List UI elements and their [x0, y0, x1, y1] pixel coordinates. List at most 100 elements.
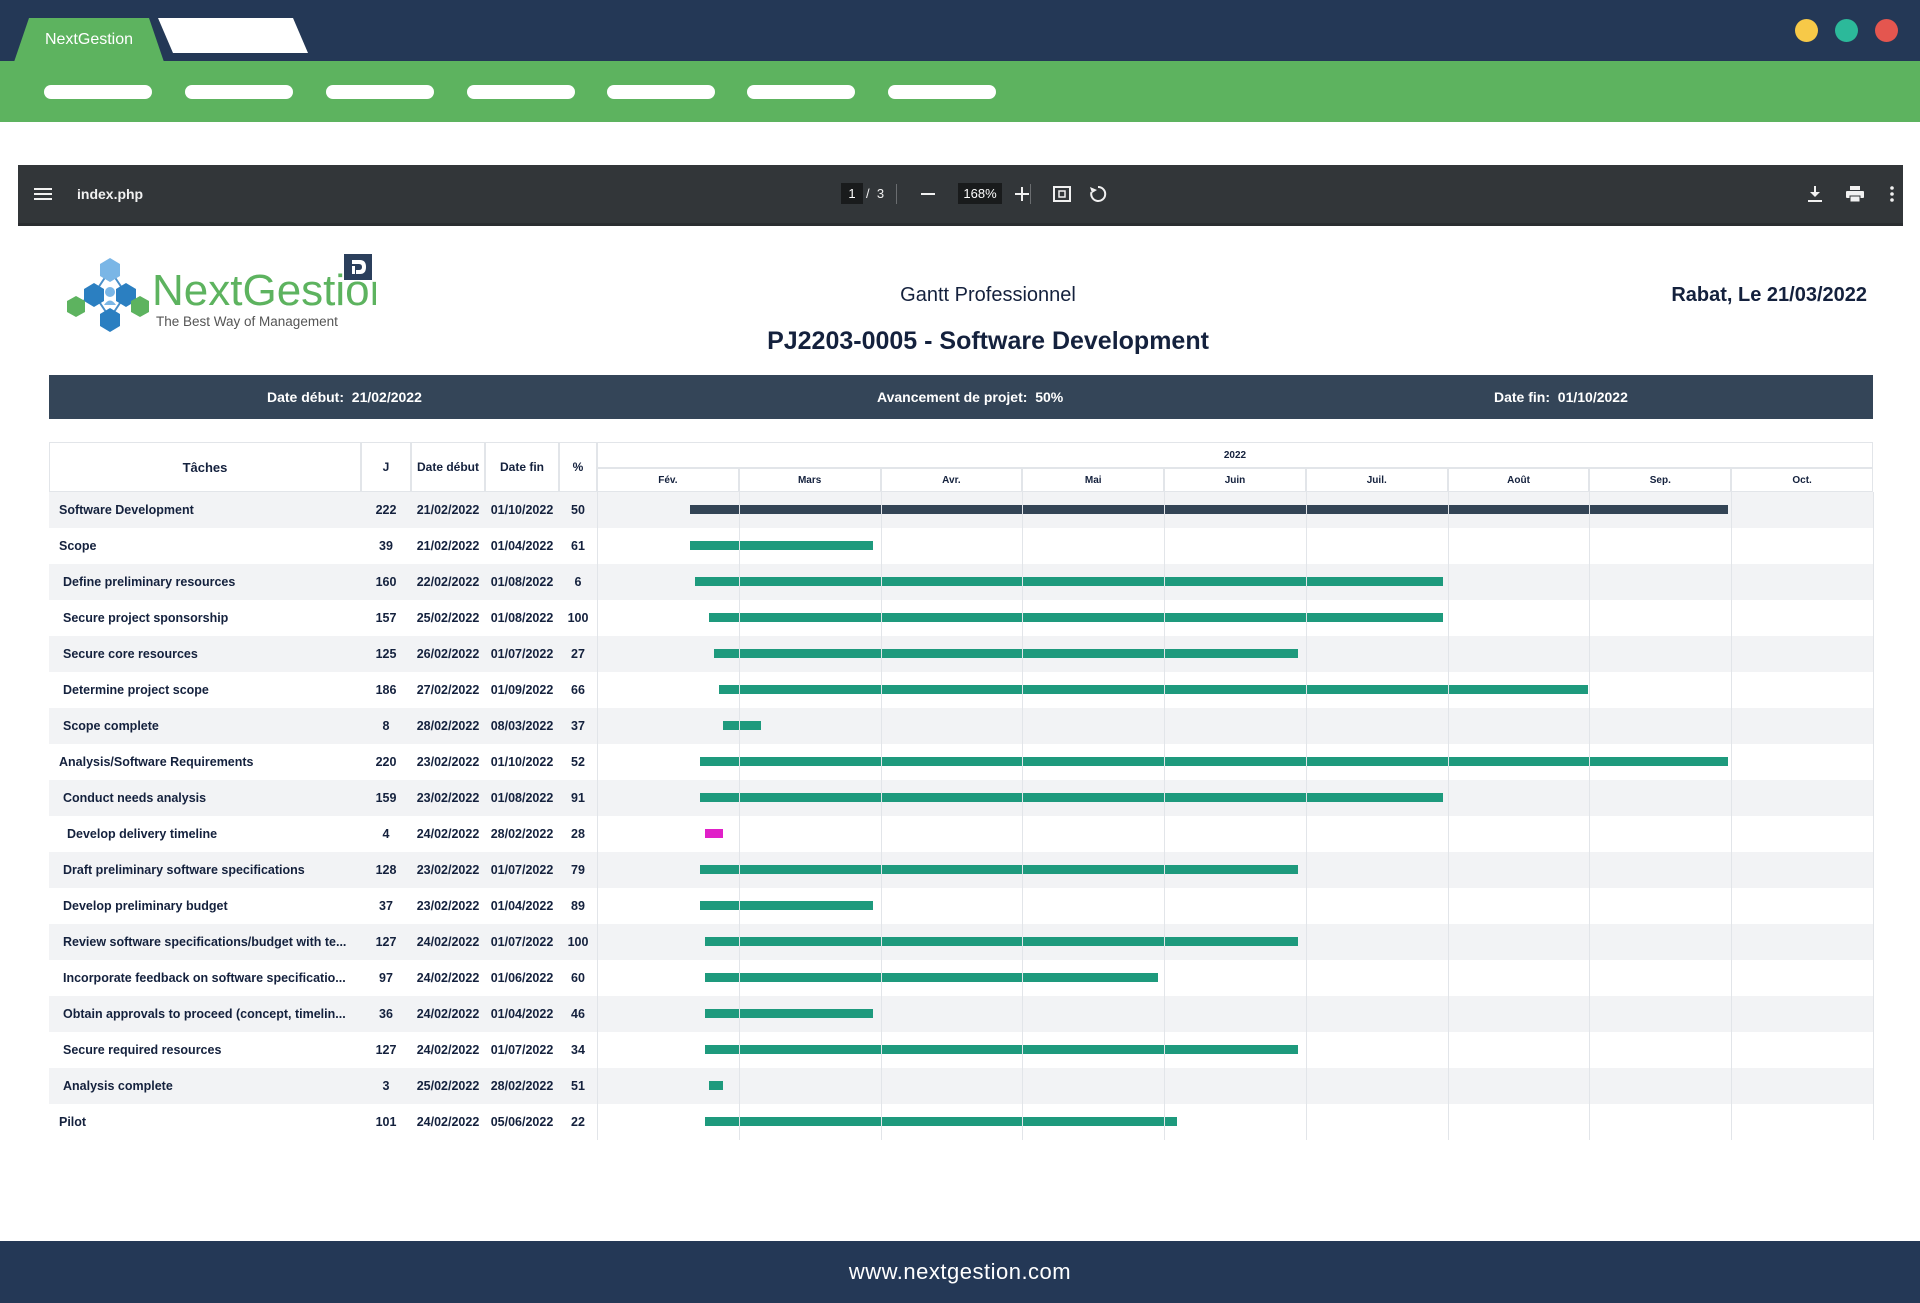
gantt-task-row[interactable]: Develop preliminary budget 37 23/02/2022 01…: [49, 888, 1873, 924]
timeline-grid-line: [1305, 492, 1307, 1140]
gantt-task-row[interactable]: Secure required resources 127 24/02/2022 01…: [49, 1032, 1873, 1068]
browser-tab-active[interactable]: NextGestion: [14, 18, 164, 62]
gantt-task-bar[interactable]: [699, 865, 1299, 874]
gantt-task-row[interactable]: Develop delivery timeline 4 24/02/2022 28/0…: [49, 816, 1873, 852]
gantt-task-row[interactable]: Analysis complete 3 25/02/2022 28/02/2022 51: [49, 1068, 1873, 1104]
fit-page-icon[interactable]: [1049, 165, 1075, 223]
nav-item-placeholder[interactable]: [467, 85, 575, 99]
task-start-date: 21/02/2022: [416, 503, 480, 517]
print-icon[interactable]: [1842, 165, 1868, 223]
nav-item-placeholder[interactable]: [185, 85, 293, 99]
window-close-button[interactable]: [1875, 19, 1898, 42]
task-start-date: 24/02/2022: [416, 935, 480, 949]
column-header-start: Date début: [411, 442, 485, 492]
task-start-date: 23/02/2022: [416, 791, 480, 805]
document-date: Rabat, Le 21/03/2022: [1671, 284, 1867, 306]
task-start-date: 24/02/2022: [416, 827, 480, 841]
gantt-task-row[interactable]: Determine project scope 186 27/02/2022 01/0…: [49, 672, 1873, 708]
zoom-out-icon[interactable]: [918, 165, 938, 223]
task-start-date: 24/02/2022: [416, 1007, 480, 1021]
gantt-task-bar[interactable]: [704, 937, 1299, 946]
gantt-task-row[interactable]: Incorporate feedback on software specifi…: [49, 960, 1873, 996]
gantt-task-row[interactable]: Scope 39 21/02/2022 01/04/2022 61: [49, 528, 1873, 564]
task-duration: 3: [382, 1079, 390, 1093]
task-progress: 27: [571, 647, 585, 661]
task-progress: 37: [571, 719, 585, 733]
gantt-task-bar[interactable]: [718, 685, 1588, 694]
task-end-date: 01/09/2022: [490, 683, 554, 697]
gantt-task-bar[interactable]: [690, 541, 873, 550]
gantt-task-row[interactable]: Review software specifications/budget wi…: [49, 924, 1873, 960]
task-name: Analysis/Software Requirements: [59, 755, 254, 769]
timeline-month: Mars: [738, 468, 881, 492]
gantt-task-bar[interactable]: [723, 721, 761, 730]
pdf-viewer-toolbar: index.php 1 / 3 168%: [18, 165, 1903, 226]
logo-tagline-text: The Best Way of Management: [156, 314, 338, 329]
gantt-task-row[interactable]: Define preliminary resources 160 22/02/202…: [49, 564, 1873, 600]
task-progress: 79: [571, 863, 585, 877]
nav-item-placeholder[interactable]: [888, 85, 996, 99]
gantt-task-row[interactable]: Secure project sponsorship 157 25/02/2022 0…: [49, 600, 1873, 636]
gantt-task-bar[interactable]: [699, 901, 873, 910]
gantt-task-row[interactable]: Conduct needs analysis 159 23/02/2022 01/08…: [49, 780, 1873, 816]
task-duration: 37: [379, 899, 393, 913]
task-start-date: 23/02/2022: [416, 863, 480, 877]
window-maximize-button[interactable]: [1835, 19, 1858, 42]
gantt-task-bar[interactable]: [704, 1045, 1299, 1054]
zoom-in-icon[interactable]: [1008, 165, 1036, 223]
nav-item-placeholder[interactable]: [607, 85, 715, 99]
gantt-task-bar[interactable]: [704, 1009, 873, 1018]
gantt-task-bar[interactable]: [704, 1117, 1177, 1126]
gantt-task-bar[interactable]: [713, 649, 1299, 658]
gantt-task-row[interactable]: Scope complete 8 28/02/2022 08/03/2022 37: [49, 708, 1873, 744]
task-end-date: 28/02/2022: [490, 827, 554, 841]
gantt-task-bar[interactable]: [709, 1081, 724, 1090]
gantt-task-row[interactable]: Analysis/Software Requirements 220 23/02/2…: [49, 744, 1873, 780]
window-minimize-button[interactable]: [1795, 19, 1818, 42]
pdf-document-page: NextGestion The Best Way of Management G…: [18, 226, 1903, 1241]
nav-item-placeholder[interactable]: [747, 85, 855, 99]
task-duration: 159: [375, 791, 397, 805]
gantt-task-row[interactable]: Obtain approvals to proceed (concept, ti…: [49, 996, 1873, 1032]
gantt-task-bar[interactable]: [704, 829, 724, 838]
task-end-date: 08/03/2022: [490, 719, 554, 733]
task-end-date: 01/07/2022: [490, 1043, 554, 1057]
gantt-task-bar[interactable]: [695, 577, 1443, 586]
task-start-date: 26/02/2022: [416, 647, 480, 661]
nav-item-placeholder[interactable]: [44, 85, 152, 99]
more-options-icon[interactable]: [1884, 165, 1900, 223]
site-nav-bar: [0, 61, 1920, 122]
nextgestion-logo: NextGestion The Best Way of Management: [67, 254, 376, 332]
gantt-task-bar[interactable]: [690, 505, 1729, 514]
task-progress: 46: [571, 1007, 585, 1021]
menu-icon[interactable]: [30, 165, 56, 223]
gantt-task-row[interactable]: Draft preliminary software specification…: [49, 852, 1873, 888]
task-name: Review software specifications/budget wi…: [63, 935, 347, 949]
footer-url[interactable]: www.nextgestion.com: [848, 1259, 1072, 1284]
toolbar-divider: [896, 184, 897, 204]
gantt-task-row[interactable]: Secure core resources 125 26/02/2022 01/07/…: [49, 636, 1873, 672]
task-name: Develop delivery timeline: [67, 827, 218, 841]
page-number-input[interactable]: 1: [841, 183, 863, 204]
timeline-year: 2022: [597, 442, 1873, 468]
task-progress: 91: [571, 791, 585, 805]
project-progress: Avancement de projet: 50%: [877, 389, 1064, 405]
timeline-grid-line: [1447, 492, 1449, 1140]
gantt-task-bar[interactable]: [699, 757, 1729, 766]
nav-item-placeholder[interactable]: [326, 85, 434, 99]
rotate-icon[interactable]: [1085, 165, 1111, 223]
task-end-date: 01/04/2022: [490, 1007, 554, 1021]
timeline-month: Juil.: [1305, 468, 1448, 492]
download-icon[interactable]: [1802, 165, 1828, 223]
browser-tab-inactive[interactable]: [158, 18, 308, 53]
gantt-task-row[interactable]: Software Development 222 21/02/2022 01/10/2…: [49, 492, 1873, 528]
zoom-level-input[interactable]: 168%: [958, 183, 1002, 204]
gantt-task-bar[interactable]: [704, 973, 1158, 982]
gantt-task-bar[interactable]: [709, 613, 1443, 622]
task-name: Incorporate feedback on software specifi…: [63, 971, 346, 985]
timeline-month: Août: [1447, 468, 1590, 492]
gantt-task-row[interactable]: Pilot 101 24/02/2022 05/06/2022 22: [49, 1104, 1873, 1140]
gantt-task-bar[interactable]: [699, 793, 1443, 802]
timeline-grid-line: [880, 492, 882, 1140]
task-name: Obtain approvals to proceed (concept, ti…: [63, 1007, 346, 1021]
